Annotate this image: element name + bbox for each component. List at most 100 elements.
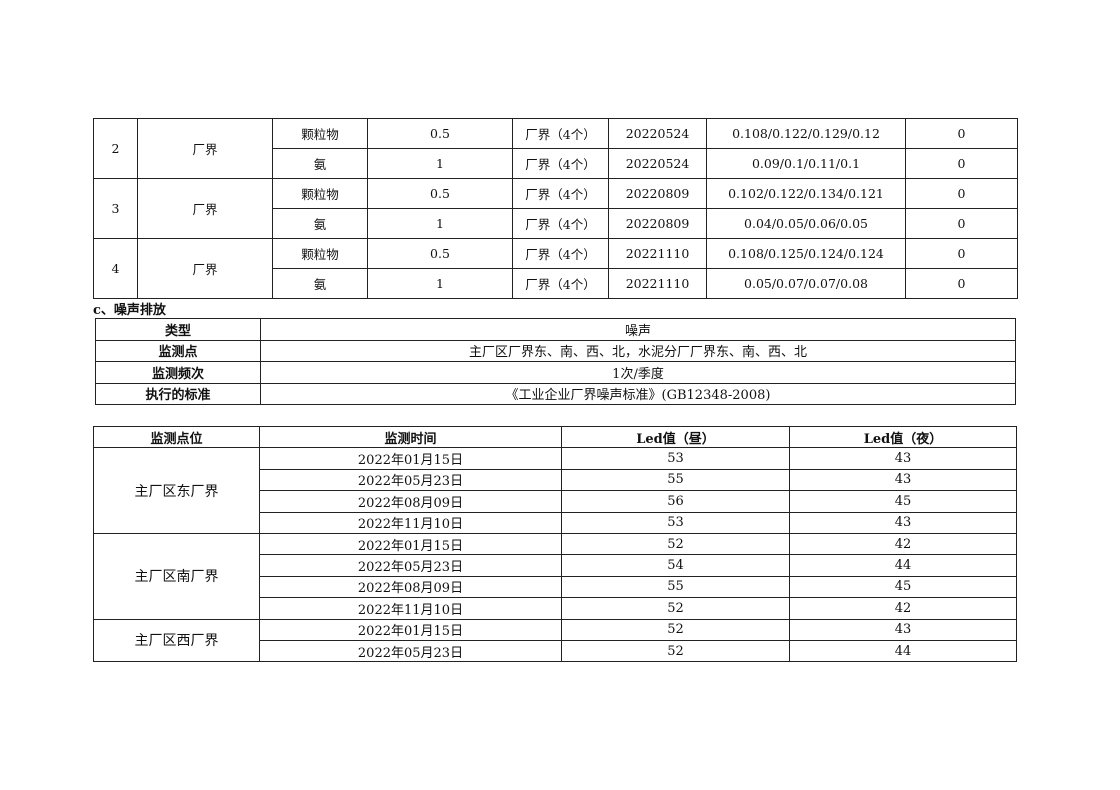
points-cell: 厂界（4个）: [512, 118, 609, 149]
section-title: c、噪声排放: [93, 303, 166, 318]
info-value: 主厂区厂界东、南、西、北，水泥分厂厂界东、南、西、北: [260, 339, 1016, 362]
date-cell: 2022年01月15日: [259, 532, 562, 556]
date-cell: 2022年01月15日: [259, 618, 562, 641]
night-cell: 42: [789, 597, 1017, 620]
night-cell: 45: [789, 490, 1017, 513]
day-cell: 53: [561, 447, 790, 470]
info-value: 噪声: [260, 318, 1016, 341]
row-number: 2: [93, 118, 138, 179]
day-cell: 52: [561, 618, 790, 641]
night-cell: 42: [789, 532, 1017, 556]
points-cell: 厂界（4个）: [512, 208, 609, 239]
pollutant-cell: 颗粒物: [272, 238, 368, 269]
info-row: 监测频次 1次/季度: [95, 361, 1016, 384]
limit-cell: 0.5: [367, 118, 513, 149]
table-row: 氨 1 厂界（4个） 20221110 0.05/0.07/0.07/0.08 0: [94, 268, 1018, 299]
date-cell: 2022年05月23日: [259, 554, 562, 577]
exceed-cell: 0: [905, 208, 1018, 239]
date-cell: 20220524: [608, 148, 707, 179]
date-cell: 2022年08月09日: [259, 575, 562, 599]
table-row: 2022年11月10日 53 43: [94, 511, 1017, 534]
night-cell: 43: [789, 511, 1017, 534]
values-cell: 0.108/0.122/0.129/0.12: [706, 118, 906, 149]
table-row: 4 厂界 颗粒物 0.5 厂界（4个） 20221110 0.108/0.125/0.124…: [93, 238, 1018, 299]
pollutant-cell: 氨: [272, 148, 368, 179]
table-row: 氨 1 厂界（4个） 20220524 0.09/0.1/0.11/0.1 0: [94, 148, 1018, 179]
day-cell: 55: [561, 575, 790, 599]
info-key: 监测点: [95, 339, 261, 362]
date-cell: 2022年08月09日: [259, 490, 562, 513]
info-row: 监测点 主厂区厂界东、南、西、北，水泥分厂厂界东、南、西、北: [95, 339, 1016, 362]
location: 厂界: [137, 118, 273, 179]
header-night: Led值（夜）: [789, 425, 1017, 449]
night-cell: 44: [789, 639, 1017, 663]
points-cell: 厂界（4个）: [512, 148, 609, 179]
pollutant-cell: 氨: [272, 208, 368, 239]
info-row: 类型 噪声: [95, 318, 1016, 341]
date-cell: 20220809: [608, 208, 707, 239]
date-cell: 2022年05月23日: [259, 639, 562, 663]
values-cell: 0.05/0.07/0.07/0.08: [706, 268, 906, 299]
limit-cell: 1: [367, 148, 513, 179]
header-day: Led值（昼）: [561, 425, 790, 449]
limit-cell: 1: [367, 268, 513, 299]
table-row: 2022年05月23日 54 44: [94, 554, 1017, 577]
row-number: 4: [93, 238, 138, 299]
exceed-cell: 0: [905, 268, 1018, 299]
day-cell: 52: [561, 639, 790, 663]
site-cell: 主厂区西厂界: [93, 618, 260, 663]
values-cell: 0.102/0.122/0.134/0.121: [706, 178, 906, 209]
info-value: 《工业企业厂界噪声标准》(GB12348-2008): [260, 382, 1016, 405]
date-cell: 20221110: [608, 268, 707, 299]
info-row: 执行的标准 《工业企业厂界噪声标准》(GB12348-2008): [95, 382, 1016, 405]
info-key: 类型: [95, 318, 261, 341]
values-cell: 0.09/0.1/0.11/0.1: [706, 148, 906, 179]
info-value: 1次/季度: [260, 361, 1016, 384]
day-cell: 52: [561, 597, 790, 620]
table-row: 2022年05月23日 52 44: [94, 639, 1017, 663]
date-cell: 2022年05月23日: [259, 468, 562, 492]
limit-cell: 0.5: [367, 178, 513, 209]
date-cell: 20220524: [608, 118, 707, 149]
exceed-cell: 0: [905, 148, 1018, 179]
date-cell: 2022年11月10日: [259, 511, 562, 534]
day-cell: 52: [561, 532, 790, 556]
info-key: 执行的标准: [95, 382, 261, 405]
site-cell: 主厂区南厂界: [93, 532, 260, 620]
night-cell: 43: [789, 468, 1017, 492]
day-cell: 56: [561, 490, 790, 513]
location: 厂界: [137, 238, 273, 299]
pollutant-cell: 颗粒物: [272, 118, 368, 149]
points-cell: 厂界（4个）: [512, 178, 609, 209]
row-number: 3: [93, 178, 138, 239]
table-row: 主厂区东厂界 2022年01月15日 53 43: [93, 447, 1017, 534]
date-cell: 2022年01月15日: [259, 447, 562, 470]
values-cell: 0.04/0.05/0.06/0.05: [706, 208, 906, 239]
points-cell: 厂界（4个）: [512, 268, 609, 299]
header-date: 监测时间: [259, 425, 562, 449]
date-cell: 2022年11月10日: [259, 597, 562, 620]
emission-table: 2 厂界 颗粒物 0.5 厂界（4个） 20220524 0.108/0.122/0.129…: [93, 118, 1018, 299]
night-cell: 43: [789, 618, 1017, 641]
points-cell: 厂界（4个）: [512, 238, 609, 269]
limit-cell: 1: [367, 208, 513, 239]
header-row: 监测点位 监测时间 Led值（昼） Led值（夜）: [93, 425, 1017, 449]
table-row: 主厂区西厂界 2022年01月15日 52 43: [93, 618, 1017, 663]
night-cell: 44: [789, 554, 1017, 577]
site-cell: 主厂区东厂界: [93, 447, 260, 534]
night-cell: 43: [789, 447, 1017, 470]
pollutant-cell: 氨: [272, 268, 368, 299]
table-row: 主厂区南厂界 2022年01月15日 52 42: [93, 532, 1017, 620]
header-site: 监测点位: [93, 425, 260, 449]
exceed-cell: 0: [905, 238, 1018, 269]
table-row: 2 厂界 颗粒物 0.5 厂界（4个） 20220524 0.108/0.122/0.129…: [93, 118, 1018, 179]
night-cell: 45: [789, 575, 1017, 599]
day-cell: 55: [561, 468, 790, 492]
exceed-cell: 0: [905, 118, 1018, 149]
day-cell: 53: [561, 511, 790, 534]
noise-results-table: 监测点位 监测时间 Led值（昼） Led值（夜） 主厂区东厂界 2022年01月…: [93, 425, 1017, 663]
table-row: 3 厂界 颗粒物 0.5 厂界（4个） 20220809 0.102/0.122/0.134…: [93, 178, 1018, 239]
table-row: 2022年05月23日 55 43: [94, 468, 1017, 492]
date-cell: 20220809: [608, 178, 707, 209]
exceed-cell: 0: [905, 178, 1018, 209]
